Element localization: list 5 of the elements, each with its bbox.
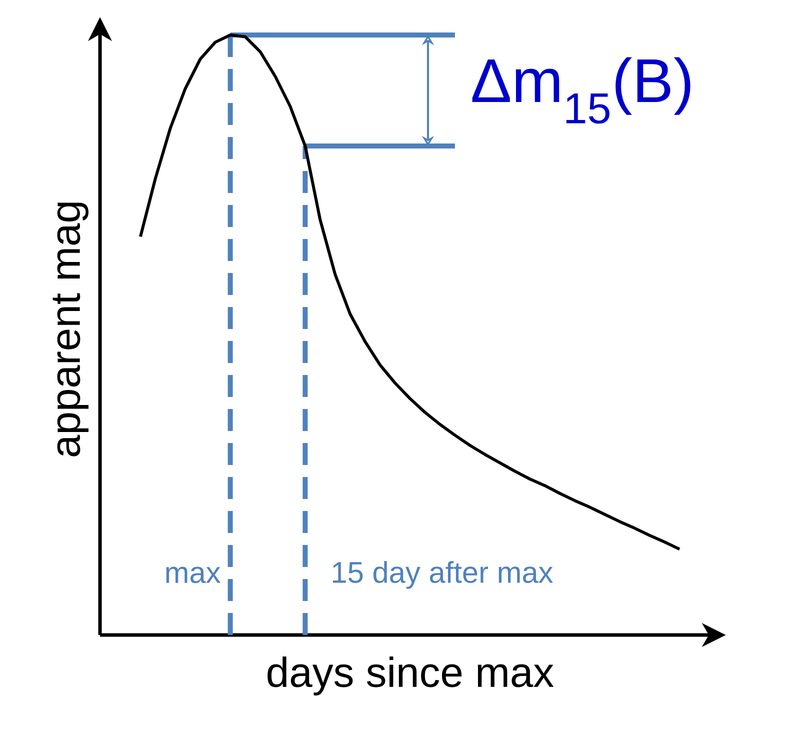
y-axis-title: apparent mag	[52, 202, 88, 456]
annotation: Δm$_{15}$(B)	[472, 57, 690, 124]
x-axis-title: days since max	[268, 656, 554, 696]
ref-line-label: 15 day after max	[332, 561, 553, 589]
ref-line-label: max	[166, 566, 220, 584]
